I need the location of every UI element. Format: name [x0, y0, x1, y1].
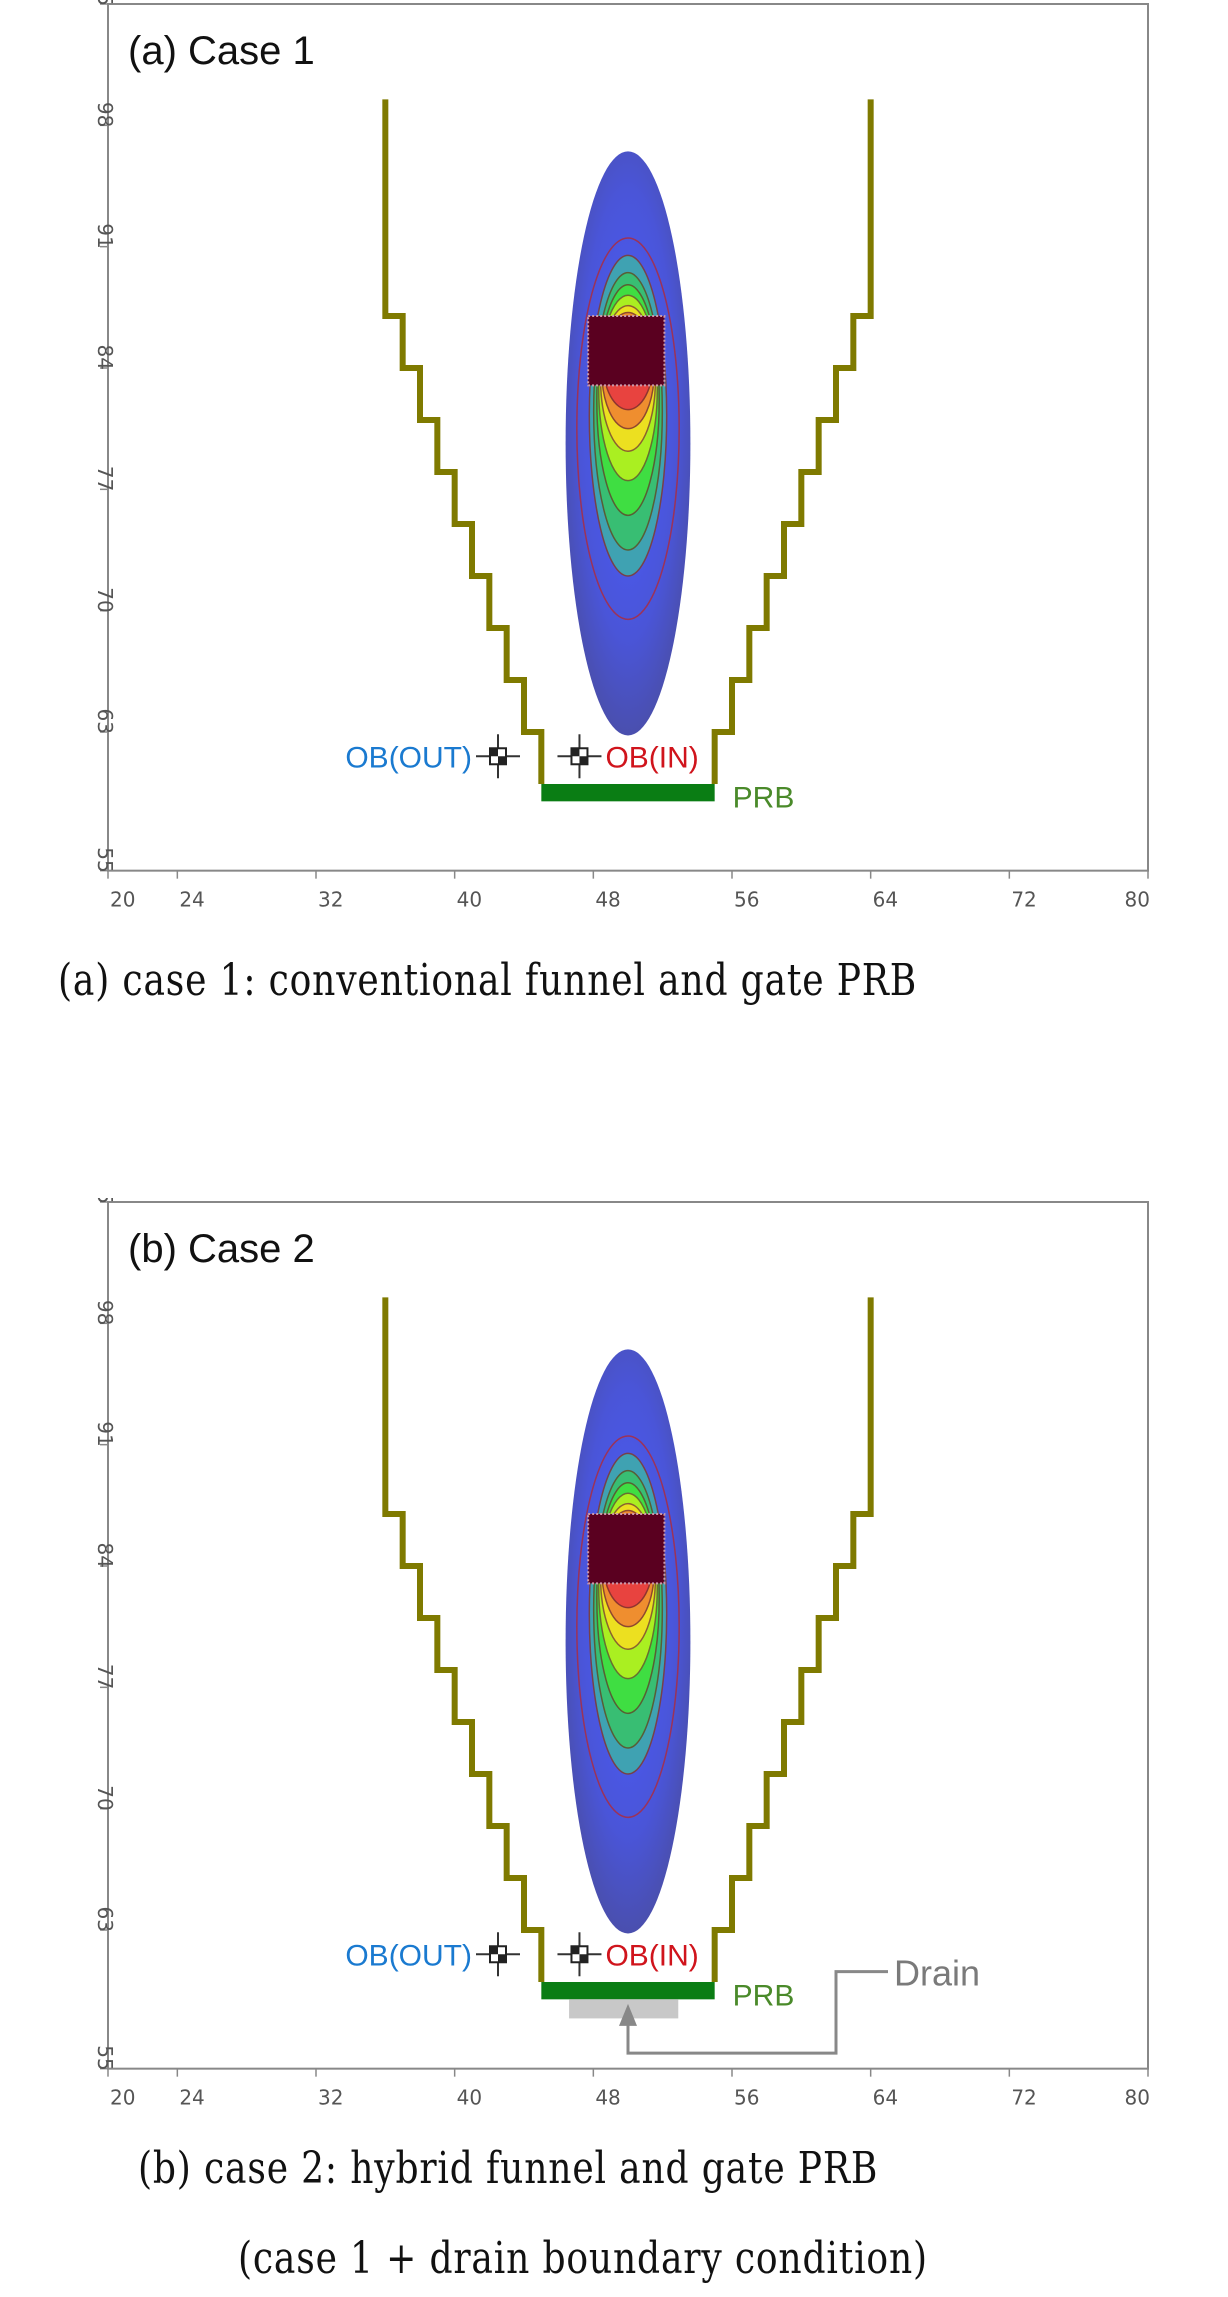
x-tick-label: 64 [873, 2086, 898, 2110]
x-tick-label: 56 [734, 888, 759, 912]
chart-title: (b) Case 2 [128, 1227, 315, 1271]
well-marker-fill [579, 756, 588, 765]
caption-case-2-line2: (case 1 + drain boundary condition) [238, 2233, 928, 2284]
well-label: OB(IN) [605, 741, 698, 774]
drain-bar [569, 1999, 679, 2019]
drain-label: Drain [894, 1953, 980, 1994]
y-tick-label: 55 [93, 2045, 117, 2070]
y-tick-label: 84 [93, 1543, 117, 1568]
well-marker-fill [490, 748, 498, 757]
x-tick-label: 32 [318, 2086, 343, 2110]
x-tick-label: 80 [1125, 2086, 1150, 2110]
y-tick-label: 70 [93, 587, 117, 612]
x-tick-label: 20 [110, 2086, 135, 2110]
x-tick-label: 32 [318, 888, 343, 912]
drain-arrow-icon [619, 2003, 637, 2026]
y-tick-label: 77 [93, 1664, 117, 1689]
y-tick-label: 55 [93, 847, 117, 872]
y-tick-label: 98 [93, 102, 117, 127]
contaminant-source [587, 315, 666, 387]
x-tick-label: 72 [1011, 2086, 1036, 2110]
x-tick-label: 80 [1125, 888, 1150, 912]
x-tick-label: 24 [179, 888, 204, 912]
x-tick-label: 72 [1011, 888, 1036, 912]
x-tick-label: 48 [595, 888, 620, 912]
contour-line [576, 237, 680, 621]
prb-label: PRB [733, 781, 795, 814]
y-tick-label: 91 [93, 223, 117, 248]
well-marker-fill [498, 756, 506, 765]
well-label: OB(OUT) [345, 741, 472, 774]
prb-label: PRB [733, 1979, 795, 2012]
x-tick-label: 40 [457, 888, 482, 912]
y-tick-label: 98 [93, 1300, 117, 1325]
well-label: OB(IN) [605, 1939, 698, 1972]
y-tick-label: 105 [93, 0, 117, 6]
funnel-left-wall [382, 99, 545, 784]
y-tick-label: 63 [93, 709, 117, 734]
y-tick-label: 105 [93, 1198, 117, 1204]
x-tick-label: 48 [595, 2086, 620, 2110]
well-label: OB(OUT) [345, 1939, 472, 1972]
well-marker-fill [571, 1946, 580, 1955]
well-marker-fill [490, 1946, 498, 1955]
well-marker-fill [498, 1954, 506, 1963]
well-marker-fill [579, 1954, 588, 1963]
funnel-left-wall [382, 1297, 545, 1982]
contour-line [576, 1435, 680, 1819]
chart-case-2: 20 24 32 40 48 56 64 72 80 55 63 70 77 84 91 98 105 (b) C… [93, 1198, 1150, 2110]
funnel-right-wall [711, 1297, 874, 1982]
y-tick-label: 63 [93, 1907, 117, 1932]
y-tick-label: 91 [93, 1421, 117, 1446]
caption-case-1: (a) case 1: conventional funnel and gate… [58, 955, 918, 1006]
y-tick-label: 77 [93, 466, 117, 491]
contaminant-source [587, 1513, 666, 1585]
x-tick-label: 64 [873, 888, 898, 912]
drain-leader-line [626, 1970, 888, 2055]
funnel-right-wall [711, 99, 874, 784]
x-tick-label: 56 [734, 2086, 759, 2110]
x-tick-label: 20 [110, 888, 135, 912]
well-marker-fill [571, 748, 580, 757]
x-tick-label: 40 [457, 2086, 482, 2110]
y-tick-label: 70 [93, 1785, 117, 1810]
chart-title: (a) Case 1 [128, 29, 315, 73]
prb-bar [541, 1982, 715, 2000]
prb-bar [541, 784, 715, 802]
x-tick-label: 24 [179, 2086, 204, 2110]
y-tick-label: 84 [93, 345, 117, 370]
caption-case-2: (b) case 2: hybrid funnel and gate PRB [138, 2143, 879, 2194]
chart-case-1: 20 24 32 40 48 56 64 72 80 55 63 70 77 84 91 98 105 (a) C… [93, 0, 1150, 912]
